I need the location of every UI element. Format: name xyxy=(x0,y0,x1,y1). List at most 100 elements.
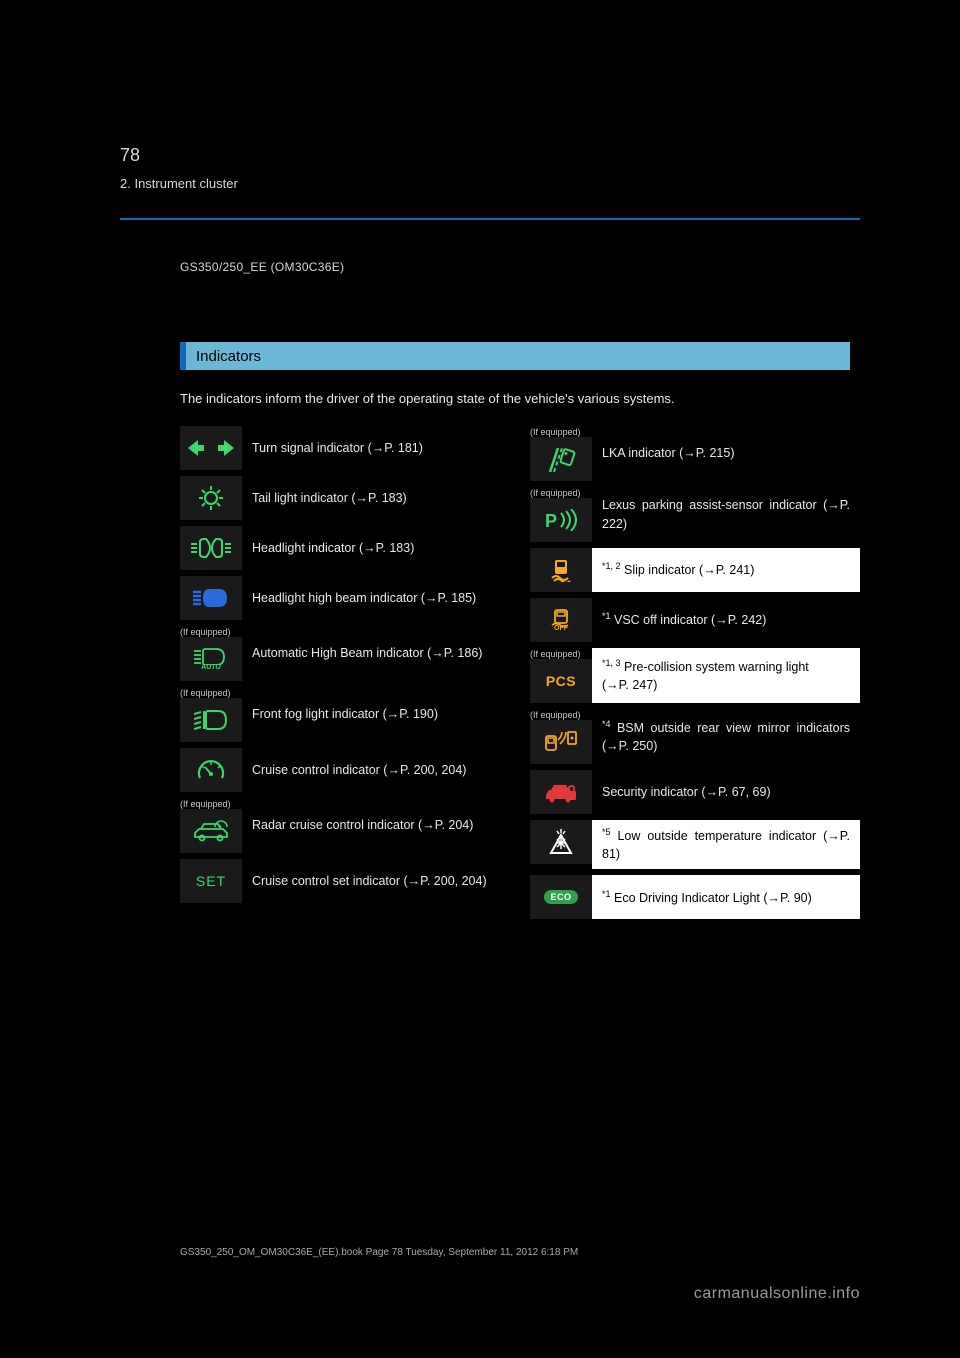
icon-cell: (If equipped) xyxy=(530,426,592,481)
slip-icon xyxy=(530,548,592,592)
eco-pill-icon: ECO xyxy=(544,890,577,904)
if-equipped-label: (If equipped) xyxy=(530,649,592,659)
model-line: GS350/250_EE (OM30C36E) xyxy=(180,260,344,274)
indicator-row: (If equipped) PCS *1, 3 Pre-collision syst… xyxy=(530,648,860,703)
site-footer: carmanualsonline.info xyxy=(694,1285,860,1303)
cruise-icon xyxy=(180,748,242,792)
high-beam-icon xyxy=(180,576,242,620)
icon-cell xyxy=(530,548,592,592)
footnote-ref: *4 xyxy=(602,719,611,729)
indicator-row: Cruise control indicator (→P. 200, 204) xyxy=(180,748,510,792)
indicator-description: Lexus parking assist-sensor indicator (→… xyxy=(592,487,860,542)
indicator-description: LKA indicator (→P. 215) xyxy=(592,426,860,481)
indicator-description: Automatic High Beam indicator (→P. 186) xyxy=(242,626,510,681)
icon-cell xyxy=(530,770,592,814)
indicator-description: *5 Low outside temperature indicator (→P… xyxy=(592,820,860,869)
auto-label: AUTO xyxy=(201,664,221,671)
footnote-ref: *1 xyxy=(602,889,611,899)
indicator-row: Headlight indicator (→P. 183) xyxy=(180,526,510,570)
if-equipped-label: (If equipped) xyxy=(530,427,592,437)
park-assist-icon: P xyxy=(530,498,592,542)
indicator-row: ECO *1 Eco Driving Indicator Light (→P. 9… xyxy=(530,875,860,919)
indicator-row: (If equipped) P Lexus parking assist-senso… xyxy=(530,487,860,542)
low-temp-icon xyxy=(530,820,592,864)
indicator-description: *1 Eco Driving Indicator Light (→P. 90) xyxy=(592,875,860,919)
indicator-row: (If equipped)LKA indicator (→P. 215) xyxy=(530,426,860,481)
indicator-description: Cruise control set indicator (→P. 200, 2… xyxy=(242,859,510,903)
indicator-row: Turn signal indicator (→P. 181) xyxy=(180,426,510,470)
vsc-off-icon: OFF xyxy=(530,598,592,642)
if-equipped-label: (If equipped) xyxy=(180,688,242,698)
indicator-row: (If equipped)Radar cruise control indica… xyxy=(180,798,510,853)
indicator-row: *1, 2 Slip indicator (→P. 241) xyxy=(530,548,860,592)
indicator-description: Tail light indicator (→P. 183) xyxy=(242,476,510,520)
icon-cell xyxy=(180,426,242,470)
section-title: Indicators xyxy=(196,348,261,365)
icon-cell: SET xyxy=(180,859,242,903)
indicator-description: Turn signal indicator (→P. 181) xyxy=(242,426,510,470)
off-label: OFF xyxy=(554,625,568,632)
indicator-description: Security indicator (→P. 67, 69) xyxy=(592,770,860,814)
indicator-description: Cruise control indicator (→P. 200, 204) xyxy=(242,748,510,792)
section-description: The indicators inform the driver of the … xyxy=(180,390,850,408)
pcs-icon: PCS xyxy=(530,659,592,703)
footnote-ref: *5 xyxy=(602,827,611,837)
footnote-ref: *1, 2 xyxy=(602,561,621,571)
section-heading-bar: Indicators xyxy=(180,342,850,370)
indicator-row: (If equipped)Front fog light indicator (… xyxy=(180,687,510,742)
icon-cell: (If equipped) xyxy=(530,709,592,764)
indicator-row: (If equipped) AUTO Automatic High Beam ind… xyxy=(180,626,510,681)
pcs-text-icon: PCS xyxy=(546,673,576,689)
indicator-row: OFF *1 VSC off indicator (→P. 242) xyxy=(530,598,860,642)
icon-cell: (If equipped) xyxy=(180,798,242,853)
icon-cell xyxy=(180,748,242,792)
icon-cell: (If equipped) AUTO xyxy=(180,626,242,681)
auto-high-beam-icon: AUTO xyxy=(180,637,242,681)
bsm-icon xyxy=(530,720,592,764)
headlight-icon xyxy=(180,526,242,570)
right-column: (If equipped)LKA indicator (→P. 215)(If … xyxy=(530,426,860,925)
indicator-description: Headlight indicator (→P. 183) xyxy=(242,526,510,570)
indicator-row: Tail light indicator (→P. 183) xyxy=(180,476,510,520)
fog-icon xyxy=(180,698,242,742)
indicator-columns: Turn signal indicator (→P. 181) Tail ligh… xyxy=(180,426,860,925)
security-icon xyxy=(530,770,592,814)
icon-cell: OFF xyxy=(530,598,592,642)
turn-signal-icon xyxy=(180,426,242,470)
tail-light-icon xyxy=(180,476,242,520)
if-equipped-label: (If equipped) xyxy=(180,799,242,809)
icon-cell: (If equipped) PCS xyxy=(530,648,592,703)
lka-icon xyxy=(530,437,592,481)
indicator-description: Headlight high beam indicator (→P. 185) xyxy=(242,576,510,620)
chapter-reference: 2. Instrument cluster xyxy=(120,176,860,191)
indicator-description: Radar cruise control indicator (→P. 204) xyxy=(242,798,510,853)
indicator-description: *4 BSM outside rear view mirror indicato… xyxy=(592,709,860,764)
footnote-ref: *1, 3 xyxy=(602,658,621,668)
indicator-row: *5 Low outside temperature indicator (→P… xyxy=(530,820,860,869)
indicator-row: SET Cruise control set indicator (→P. 200… xyxy=(180,859,510,903)
indicator-row: (If equipped)*4 BSM outside rear view mi… xyxy=(530,709,860,764)
indicator-description: *1, 2 Slip indicator (→P. 241) xyxy=(592,548,860,592)
header-rule xyxy=(120,218,860,220)
icon-cell xyxy=(530,820,592,869)
icon-cell: (If equipped) xyxy=(180,687,242,742)
indicator-description: *1 VSC off indicator (→P. 242) xyxy=(592,598,860,642)
icon-cell xyxy=(180,476,242,520)
source-footer: GS350_250_OM_OM30C36E_(EE).book Page 78 … xyxy=(180,1247,578,1258)
page-header: 78 2. Instrument cluster xyxy=(120,145,860,191)
if-equipped-label: (If equipped) xyxy=(530,488,592,498)
svg-text:P: P xyxy=(545,511,557,531)
set-icon: SET xyxy=(180,859,242,903)
footnote-ref: *1 xyxy=(602,611,611,621)
if-equipped-label: (If equipped) xyxy=(180,627,242,637)
indicator-description: *1, 3 Pre-collision system warning light… xyxy=(592,648,860,703)
set-text-icon: SET xyxy=(196,873,226,889)
page-number: 78 xyxy=(120,145,860,166)
indicator-row: Security indicator (→P. 67, 69) xyxy=(530,770,860,814)
indicator-row: Headlight high beam indicator (→P. 185) xyxy=(180,576,510,620)
radar-cruise-icon xyxy=(180,809,242,853)
indicator-description: Front fog light indicator (→P. 190) xyxy=(242,687,510,742)
icon-cell: (If equipped) P xyxy=(530,487,592,542)
eco-icon: ECO xyxy=(530,875,592,919)
icon-cell xyxy=(180,576,242,620)
